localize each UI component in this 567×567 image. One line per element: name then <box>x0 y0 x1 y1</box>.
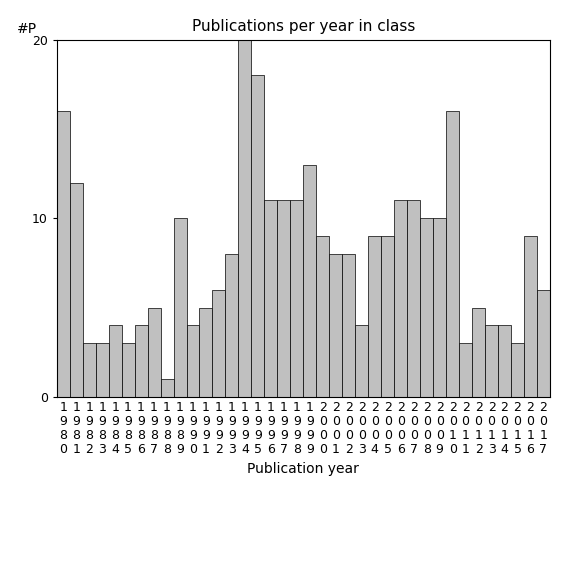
Bar <box>329 254 342 397</box>
Bar <box>264 200 277 397</box>
Bar <box>134 325 147 397</box>
Bar <box>251 75 264 397</box>
Bar <box>459 344 472 397</box>
Bar <box>226 254 239 397</box>
Bar <box>70 183 83 397</box>
Bar <box>290 200 303 397</box>
Bar <box>187 325 200 397</box>
Bar <box>356 325 368 397</box>
Bar <box>174 218 187 397</box>
Bar <box>121 344 134 397</box>
Bar <box>472 308 485 397</box>
Bar <box>303 164 316 397</box>
Bar <box>368 236 381 397</box>
Bar <box>147 308 160 397</box>
Bar <box>485 325 498 397</box>
Bar <box>524 236 537 397</box>
Bar <box>498 325 511 397</box>
Bar <box>407 200 420 397</box>
Bar <box>96 344 109 397</box>
Bar <box>213 290 226 397</box>
Bar <box>239 40 251 397</box>
Bar <box>160 379 174 397</box>
Bar <box>537 290 550 397</box>
Bar <box>200 308 213 397</box>
Text: #P: #P <box>17 22 37 36</box>
Bar <box>316 236 329 397</box>
Bar <box>109 325 121 397</box>
Bar <box>446 111 459 397</box>
Bar <box>420 218 433 397</box>
Bar <box>511 344 524 397</box>
Bar <box>342 254 356 397</box>
Bar <box>433 218 446 397</box>
Bar <box>277 200 290 397</box>
Bar <box>57 111 70 397</box>
Bar <box>394 200 407 397</box>
Bar <box>381 236 394 397</box>
Bar <box>83 344 96 397</box>
Title: Publications per year in class: Publications per year in class <box>192 19 415 35</box>
X-axis label: Publication year: Publication year <box>247 462 359 476</box>
